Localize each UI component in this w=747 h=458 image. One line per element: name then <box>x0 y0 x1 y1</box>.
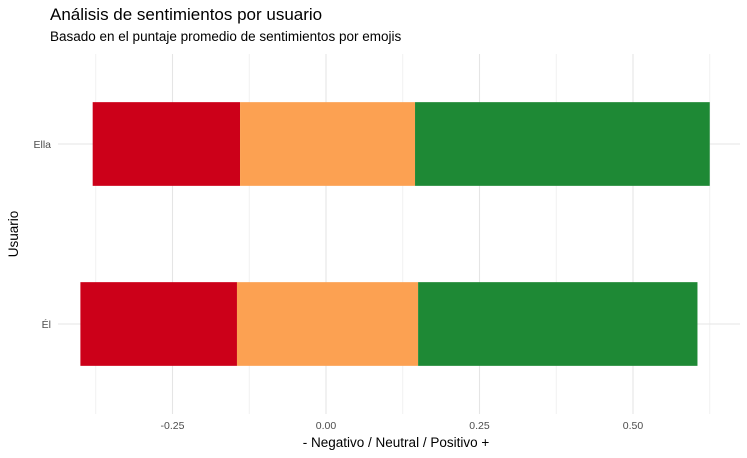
x-tick-labels: -0.25 0.00 0.25 0.50 <box>161 420 644 432</box>
y-tick-label: Ella <box>33 139 51 151</box>
y-axis-title: Usuario <box>6 211 21 258</box>
x-axis-title: - Negativo / Neutral / Positivo + <box>303 435 490 450</box>
chart-subtitle: Basado en el puntaje promedio de sentimi… <box>50 29 402 44</box>
bar-segment <box>236 282 419 366</box>
y-tick-label: Él <box>42 318 51 331</box>
y-tick-labels: Ella Él <box>33 139 51 331</box>
chart-title: Análisis de sentimientos por usuario <box>50 5 323 24</box>
bar-segment <box>80 282 237 366</box>
x-tick-label: -0.25 <box>161 420 185 432</box>
bar-segment <box>92 102 241 186</box>
x-tick-label: 0.50 <box>623 420 644 432</box>
bars <box>80 102 710 366</box>
x-tick-label: 0.25 <box>469 420 490 432</box>
bar-segment <box>240 102 416 186</box>
x-tick-label: 0.00 <box>316 420 337 432</box>
bar-segment <box>418 282 698 366</box>
bar-segment <box>415 102 710 186</box>
